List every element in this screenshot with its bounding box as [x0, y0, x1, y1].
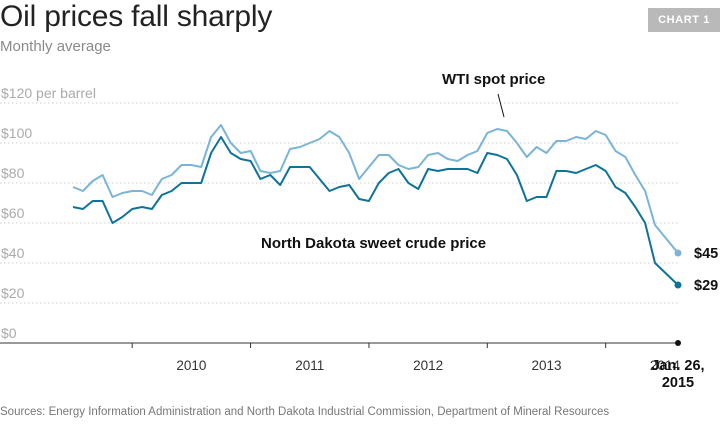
- wti-annotation-leader: [497, 93, 505, 118]
- grid-lines: [0, 102, 678, 304]
- y-tick-label: $80: [1, 165, 25, 181]
- x-tick-label: 2013: [531, 358, 561, 373]
- nd-line-end-point: [674, 281, 682, 289]
- y-tick-label: $0: [1, 325, 17, 341]
- x-end-label: Jan. 26,: [651, 358, 704, 374]
- wti-line-end-point: [674, 249, 682, 257]
- y-tick-label: $100: [1, 125, 32, 141]
- series-lines: [72, 124, 682, 289]
- x-end-label-year: 2015: [662, 375, 694, 391]
- wti-annotation-label: WTI spot price: [442, 71, 545, 88]
- source-note: Sources: Energy Information Administrati…: [0, 406, 610, 418]
- x-tick-label: 2014: [650, 358, 681, 373]
- y-tick-label: $60: [1, 205, 25, 221]
- chart-title: Oil prices fall sharply: [0, 0, 273, 33]
- chart-subtitle: Monthly average: [0, 38, 111, 55]
- wti-end-value-label: $45: [694, 246, 718, 262]
- x-tick-label: 2010: [176, 358, 206, 373]
- x-axis-end-marker: [675, 340, 681, 346]
- nd-line: [72, 136, 679, 286]
- y-tick-label: $20: [1, 285, 25, 301]
- y-tick-label: $120 per barrel: [1, 85, 96, 101]
- y-axis-labels: $0 $20 $40 $60 $80 $100 $120 per barrel: [1, 85, 96, 341]
- wti-line: [72, 124, 679, 254]
- y-tick-label: $40: [1, 245, 25, 261]
- nd-annotation-label: North Dakota sweet crude price: [261, 235, 486, 252]
- nd-end-value-label: $29: [694, 278, 718, 294]
- x-tick-label: 2011: [295, 358, 324, 373]
- annotations: WTI spot price North Dakota sweet crude …: [261, 71, 718, 294]
- x-tick-label: 2012: [413, 358, 443, 373]
- chart-badge: CHART 1: [648, 8, 720, 32]
